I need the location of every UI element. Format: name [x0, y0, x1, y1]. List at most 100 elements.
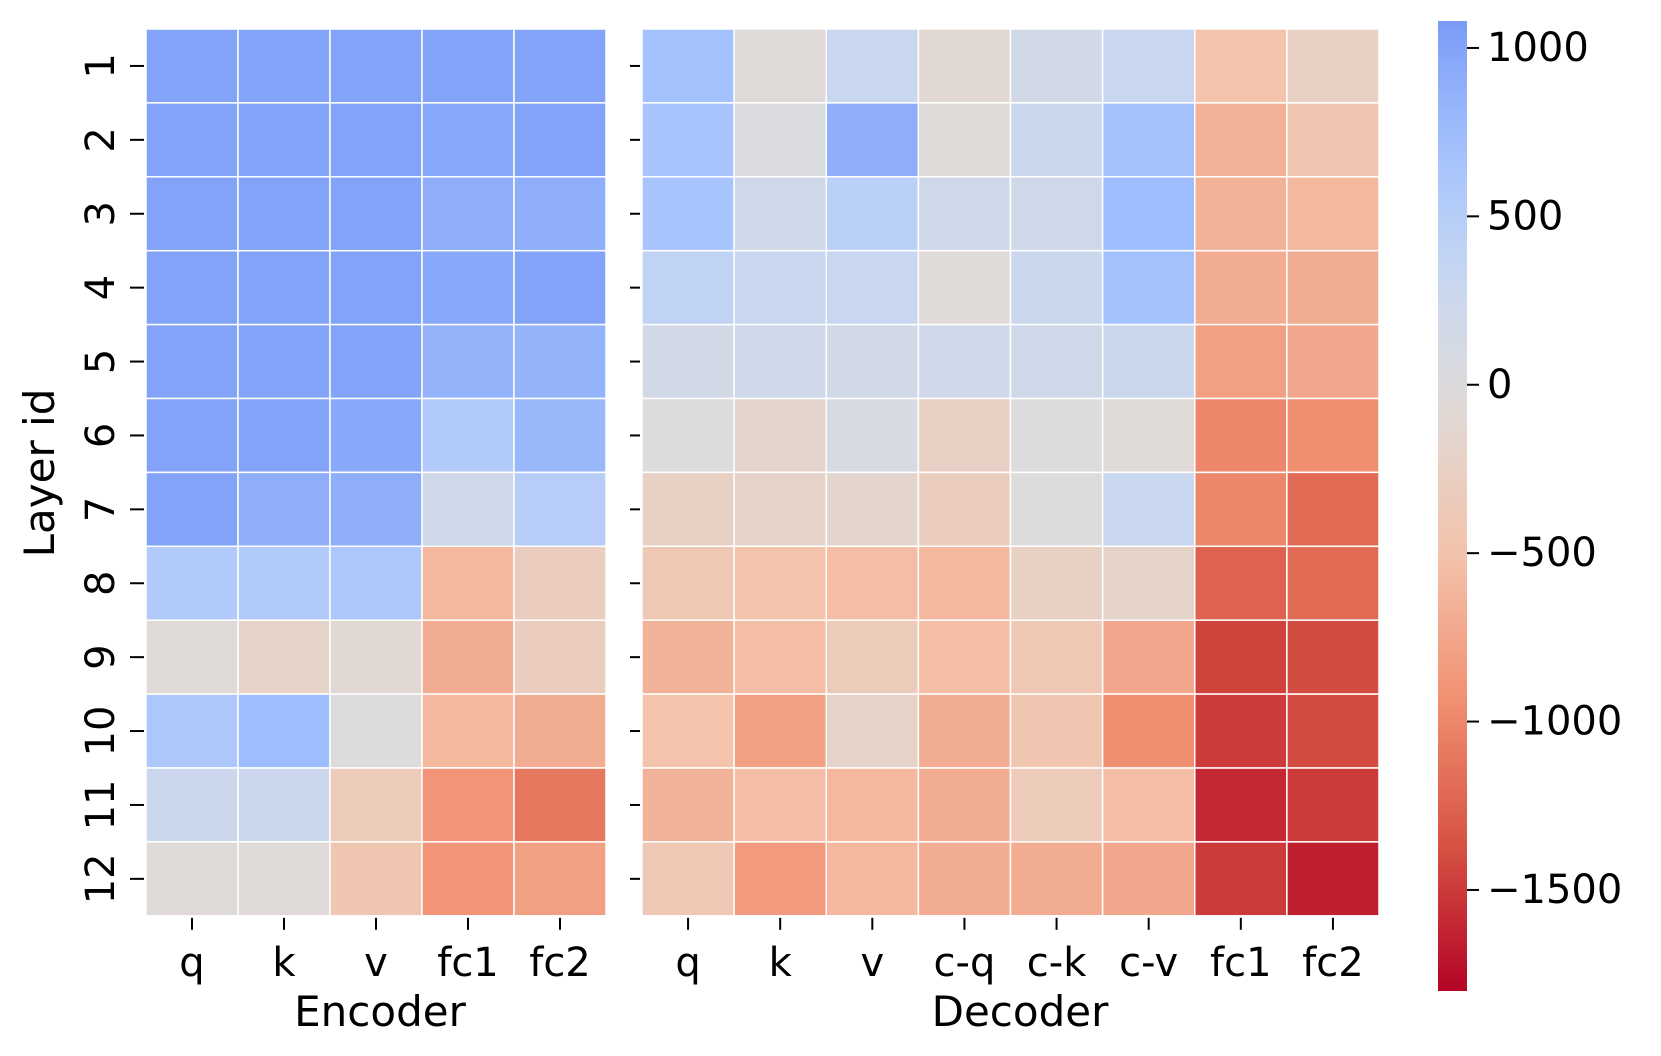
heatmap-cell	[917, 249, 1012, 326]
heatmap-cell	[1101, 619, 1196, 695]
heatmap-cell	[733, 323, 827, 400]
row-label: 12	[78, 853, 124, 904]
heatmap-cell	[733, 249, 827, 326]
heatmap-cell	[641, 619, 735, 695]
encoder-x-axis-title: Encoder	[294, 987, 466, 1036]
heatmap-cell	[145, 102, 239, 178]
heatmap-cell	[329, 471, 423, 548]
heatmap-cell	[145, 619, 239, 695]
heatmap-cell	[1194, 249, 1288, 326]
heatmap-cell	[421, 693, 515, 769]
heatmap-cell	[1286, 693, 1380, 769]
row-label: 2	[78, 127, 124, 152]
heatmap-cell	[145, 249, 239, 326]
heatmap-cell	[1009, 619, 1104, 695]
heatmap-cell	[237, 397, 331, 474]
heatmap-cell	[917, 545, 1012, 621]
heatmap-cell	[1009, 397, 1104, 474]
row-label: 1	[78, 53, 124, 78]
heatmap-cell	[917, 28, 1012, 104]
heatmap-cell	[237, 102, 331, 178]
heatmap-cell	[1009, 249, 1104, 326]
row-label: 6	[78, 423, 124, 448]
row-label: 4	[78, 275, 124, 300]
heatmap-cell	[421, 323, 515, 400]
heatmap-cell	[421, 249, 515, 326]
heatmap-cell	[733, 28, 827, 104]
heatmap-cell	[513, 176, 607, 252]
row-label: 7	[78, 497, 124, 522]
row-label: 3	[78, 201, 124, 226]
heatmap-cell	[1194, 397, 1288, 474]
heatmap-cell	[917, 471, 1012, 548]
heatmap-cell	[917, 619, 1012, 695]
heatmap-cell	[421, 545, 515, 621]
heatmap-cell	[421, 767, 515, 843]
heatmap-cell	[513, 693, 607, 769]
heatmap-cell	[145, 767, 239, 843]
heatmap-cell	[237, 545, 331, 621]
heatmap-cell	[917, 841, 1012, 917]
heatmap-cell	[1194, 176, 1288, 252]
heatmap-cell	[1009, 693, 1104, 769]
heatmap-cell	[1286, 102, 1380, 178]
heatmap-cell	[1101, 693, 1196, 769]
column-label: c-k	[1027, 940, 1087, 986]
column-label: v	[860, 940, 884, 986]
heatmap-cell	[513, 397, 607, 474]
heatmap-cell	[641, 176, 735, 252]
decoder-panel: q k v c-q c-k c-v fc1 fc2	[641, 28, 1380, 986]
heatmap-cell	[329, 545, 423, 621]
heatmap-cell	[145, 471, 239, 548]
column-label: fc2	[529, 940, 591, 986]
heatmap-cell	[1101, 545, 1196, 621]
colorbar-tick-label: −1500	[1487, 867, 1622, 913]
heatmap-cell	[641, 102, 735, 178]
colorbar-tick-label: −1000	[1487, 699, 1622, 745]
heatmap-cell	[733, 767, 827, 843]
heatmap-cell	[421, 397, 515, 474]
heatmap-cell	[1101, 397, 1196, 474]
heatmap-cell	[145, 323, 239, 400]
heatmap-cell	[917, 397, 1012, 474]
column-label: k	[272, 940, 296, 986]
heatmap-cell	[825, 249, 920, 326]
heatmap-cell	[825, 28, 920, 104]
heatmap-cell	[513, 28, 607, 104]
heatmap-cell	[1286, 397, 1380, 474]
heatmap-cell	[329, 323, 423, 400]
heatmap-cell	[917, 102, 1012, 178]
heatmap-cell	[1009, 841, 1104, 917]
heatmap-cell	[1286, 841, 1380, 917]
heatmap-cell	[1286, 619, 1380, 695]
heatmap-cell	[641, 545, 735, 621]
heatmap-cell	[917, 693, 1012, 769]
heatmap-cell	[1101, 767, 1196, 843]
heatmap-cell	[1286, 767, 1380, 843]
heatmap-cell	[237, 176, 331, 252]
heatmap-cell	[513, 841, 607, 917]
heatmap-cell	[513, 323, 607, 400]
column-label: fc1	[437, 940, 499, 986]
heatmap-cell	[641, 841, 735, 917]
heatmap-cell	[1194, 102, 1288, 178]
heatmap-cell	[1101, 102, 1196, 178]
heatmap-cell	[1194, 693, 1288, 769]
heatmap-cell	[1194, 545, 1288, 621]
column-label: v	[364, 940, 388, 986]
heatmap-cell	[1194, 323, 1288, 400]
heatmap-cell	[733, 619, 827, 695]
heatmap-cell	[1286, 323, 1380, 400]
heatmap-cell	[145, 176, 239, 252]
heatmap-cell	[237, 249, 331, 326]
encoder-panel: q k v fc1 fc2	[145, 28, 607, 986]
heatmap-cell	[1009, 28, 1104, 104]
heatmap-cell	[1009, 545, 1104, 621]
heatmap-cell	[329, 619, 423, 695]
heatmap-cell	[237, 323, 331, 400]
heatmap-cell	[733, 102, 827, 178]
heatmap-cell	[825, 545, 920, 621]
heatmap-cell	[1194, 619, 1288, 695]
heatmap-cell	[421, 471, 515, 548]
